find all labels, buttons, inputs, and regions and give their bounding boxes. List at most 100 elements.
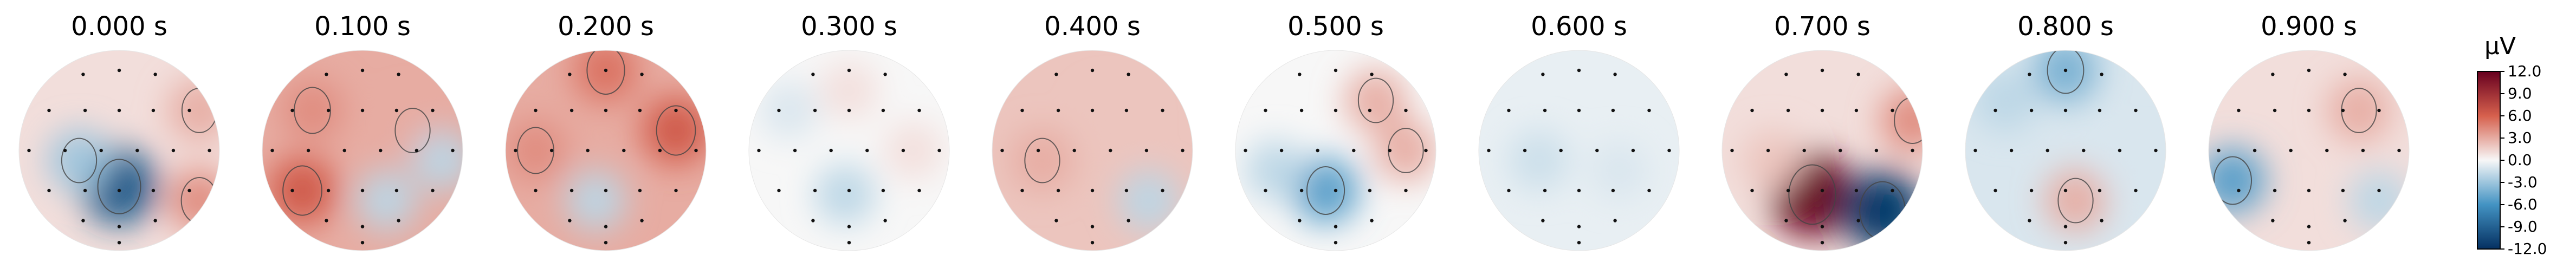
topomap-contour-line (1788, 164, 1836, 225)
sensor-dot (1667, 148, 1671, 153)
sensor-dot (1299, 108, 1304, 113)
topomap-contour-line (282, 165, 322, 216)
topomap-contour-line (61, 138, 98, 184)
sensor-dot (1750, 188, 1754, 193)
sensor-dot (1090, 225, 1095, 228)
sensor-dot (1994, 108, 1997, 113)
sensor-dot (1334, 68, 1338, 73)
sensor-dot (569, 188, 574, 193)
topomap-source-core (101, 169, 137, 204)
sensor-dot (640, 219, 644, 222)
sensor-dot (1613, 219, 1617, 222)
sensor-dot (2063, 188, 2068, 193)
sensor-dot (171, 148, 176, 153)
sensor-dot (2100, 73, 2103, 76)
sensor-dot (1000, 148, 1004, 153)
sensor-dot (847, 241, 851, 245)
sensor-dot (638, 108, 642, 113)
sensor-dot (1161, 188, 1164, 193)
topomap-time-label: 0.600 s (1531, 11, 1627, 42)
sensor-dot (1368, 188, 1372, 193)
topomap-contour-line (586, 50, 625, 95)
sensor-dot (1334, 108, 1338, 113)
head-outline (18, 50, 220, 251)
topomap-source-blob (2327, 78, 2391, 142)
colorbar-tick-label: 9.0 (2508, 84, 2532, 102)
sensor-dot (638, 188, 642, 193)
sensor-dot (325, 73, 328, 76)
colorbar: µV 12.0 9.0 6.0 3.0 0.0 -3.0 -6.0 -9.0 -12.0 (2477, 32, 2547, 258)
sensor-dot (1370, 73, 1374, 76)
sensor-dot (117, 68, 121, 73)
topomap-panels: 0.000 s 0.100 s 0.200 s 0.300 s 0.400 s 0.500… (18, 11, 2410, 251)
topomap-source-core (286, 174, 319, 207)
sensor-dot (2063, 241, 2068, 245)
sensor-dot (1124, 108, 1129, 113)
sensor-dot (674, 108, 678, 113)
sensor-dot (208, 148, 211, 153)
sensor-dot (568, 219, 572, 222)
topomap-field (1479, 50, 1679, 251)
sensor-dot (2271, 219, 2275, 222)
sensor-markers (1973, 68, 2158, 245)
sensor-dot (397, 219, 400, 222)
sensor-dot (1090, 68, 1095, 73)
sensor-dot (1036, 148, 1040, 153)
sensor-dot (2341, 188, 2345, 193)
sensor-dot (757, 148, 761, 153)
sensor-dot (2063, 225, 2068, 228)
topomap-source-blob (565, 170, 626, 231)
sensor-dot (1854, 108, 1859, 113)
sensor-dot (63, 148, 67, 153)
sensor-dot (1543, 188, 1547, 193)
sensor-dot (1299, 188, 1304, 193)
topomap-source-blob (1374, 119, 1436, 182)
sensor-dot (415, 148, 419, 153)
sensor-dot (549, 148, 554, 153)
sensor-dot (290, 108, 294, 113)
sensor-dot (1613, 73, 1617, 76)
head-outline (1965, 50, 2166, 251)
topomap-contour-line (656, 105, 696, 156)
sensor-dot (1577, 241, 1581, 245)
sensor-dot (829, 148, 833, 153)
sensor-dot (881, 108, 885, 113)
sensor-dot (604, 68, 608, 73)
sensor-dot (326, 108, 331, 113)
sensor-dot (2397, 148, 2401, 153)
sensor-dot (117, 225, 121, 228)
sensor-dot (1054, 73, 1058, 76)
sensor-markers (1244, 68, 1428, 245)
topomap-source-blob (2044, 169, 2107, 232)
topomap-panel: 0.500 s (1235, 11, 1436, 251)
sensor-dot (431, 188, 435, 193)
head-outline (1478, 50, 1680, 251)
sensor-dot (569, 108, 574, 113)
sensor-dot (379, 148, 383, 153)
sensor-dot (1127, 219, 1130, 222)
topomap-source-core (2217, 165, 2248, 196)
topomap-source-core (1898, 106, 1923, 135)
sensor-dot (1784, 73, 1788, 76)
topomap-source-blob (1589, 141, 1649, 200)
sensor-dot (1820, 68, 1824, 73)
sensor-dot (586, 148, 590, 153)
sensor-dot (1820, 241, 1824, 245)
sensor-dot (1161, 108, 1164, 113)
sensor-dot (1891, 188, 1894, 193)
sensor-dot (813, 188, 817, 193)
sensor-dot (917, 108, 921, 113)
sensor-dot (881, 188, 885, 193)
sensor-dot (1090, 241, 1095, 245)
sensor-dot (360, 225, 365, 228)
sensor-dot (1056, 108, 1060, 113)
sensor-dot (1784, 219, 1788, 222)
sensor-dot (2343, 73, 2347, 76)
sensor-dot (360, 68, 365, 73)
colorbar-tick-label: 3.0 (2508, 129, 2532, 147)
topomap-source-core (660, 114, 692, 147)
head-outline (2208, 50, 2410, 251)
topomap-source-core (1310, 175, 1341, 206)
sensor-dot (1994, 188, 1997, 193)
